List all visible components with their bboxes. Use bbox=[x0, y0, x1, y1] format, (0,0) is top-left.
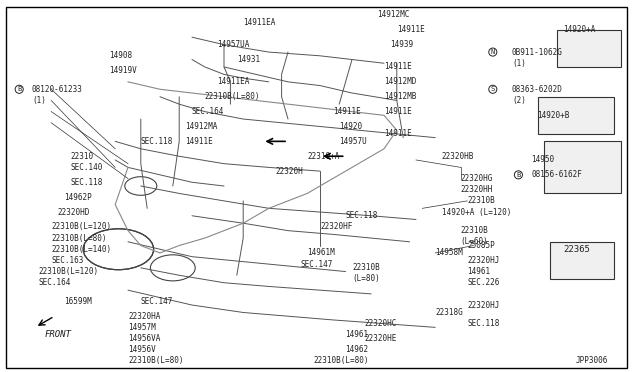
Text: 22320H: 22320H bbox=[275, 167, 303, 176]
Text: 22310B(L=140): 22310B(L=140) bbox=[51, 245, 111, 254]
Text: FRONT: FRONT bbox=[44, 330, 71, 339]
Bar bbox=[538, 97, 614, 134]
Text: 22320HJ: 22320HJ bbox=[467, 301, 500, 310]
Text: 14961M: 14961M bbox=[307, 248, 335, 257]
Text: 22320HE: 22320HE bbox=[365, 334, 397, 343]
Text: 22320HH: 22320HH bbox=[461, 185, 493, 194]
Text: 22320HB: 22320HB bbox=[442, 152, 474, 161]
Text: SEC.118: SEC.118 bbox=[346, 211, 378, 220]
Text: 0B911-1062G: 0B911-1062G bbox=[512, 48, 563, 57]
Text: 14958M: 14958M bbox=[435, 248, 463, 257]
Text: 14931: 14931 bbox=[237, 55, 260, 64]
Text: 14911E: 14911E bbox=[333, 107, 360, 116]
Text: SEC.164: SEC.164 bbox=[38, 278, 71, 287]
Text: 22310B(L=80): 22310B(L=80) bbox=[51, 234, 107, 243]
Text: SEC.118: SEC.118 bbox=[467, 319, 500, 328]
Text: 14920+B: 14920+B bbox=[538, 111, 570, 120]
Text: (L=60): (L=60) bbox=[461, 237, 488, 246]
Text: 22320HJ: 22320HJ bbox=[467, 256, 500, 265]
Text: SEC.118: SEC.118 bbox=[70, 178, 103, 187]
Text: 14920: 14920 bbox=[339, 122, 362, 131]
Text: 14911E: 14911E bbox=[384, 107, 412, 116]
Text: 14962: 14962 bbox=[346, 345, 369, 354]
Text: 14912MB: 14912MB bbox=[384, 92, 417, 101]
Text: B: B bbox=[17, 86, 21, 92]
Text: 14912MD: 14912MD bbox=[384, 77, 417, 86]
Text: 14920+A (L=120): 14920+A (L=120) bbox=[442, 208, 511, 217]
Text: 08120-61233: 08120-61233 bbox=[32, 85, 83, 94]
Text: 22310: 22310 bbox=[70, 152, 93, 161]
Text: 14919V: 14919V bbox=[109, 66, 136, 75]
Text: 14908: 14908 bbox=[109, 51, 132, 60]
Text: SEC.163: SEC.163 bbox=[51, 256, 84, 265]
Text: 22318G: 22318G bbox=[435, 308, 463, 317]
Text: 25085P: 25085P bbox=[467, 241, 495, 250]
Text: 14962P: 14962P bbox=[64, 193, 92, 202]
Text: SEC.164: SEC.164 bbox=[192, 107, 225, 116]
Text: 22310B(L=80): 22310B(L=80) bbox=[314, 356, 369, 365]
Text: SEC.140: SEC.140 bbox=[70, 163, 103, 172]
Text: (1): (1) bbox=[512, 59, 526, 68]
Text: S: S bbox=[491, 86, 495, 92]
Text: 14912MA: 14912MA bbox=[186, 122, 218, 131]
Text: 22320HA: 22320HA bbox=[128, 312, 161, 321]
Text: 22310B: 22310B bbox=[352, 263, 380, 272]
Text: 14911EA: 14911EA bbox=[243, 18, 276, 27]
Text: 14920+A: 14920+A bbox=[563, 25, 596, 34]
Bar bbox=[550, 242, 614, 279]
Text: 22310B: 22310B bbox=[467, 196, 495, 205]
Text: 14912MC: 14912MC bbox=[378, 10, 410, 19]
Text: 14961: 14961 bbox=[467, 267, 490, 276]
Text: 14950: 14950 bbox=[531, 155, 554, 164]
Text: 14911E: 14911E bbox=[384, 62, 412, 71]
Text: 14911E: 14911E bbox=[397, 25, 424, 34]
Text: 14957UA: 14957UA bbox=[218, 40, 250, 49]
Text: 16599M: 16599M bbox=[64, 297, 92, 306]
Text: 22310+A: 22310+A bbox=[307, 152, 340, 161]
Text: 14911E: 14911E bbox=[186, 137, 213, 146]
Text: 22320HG: 22320HG bbox=[461, 174, 493, 183]
Text: 14911EA: 14911EA bbox=[218, 77, 250, 86]
Text: 14956V: 14956V bbox=[128, 345, 156, 354]
Text: 22320HF: 22320HF bbox=[320, 222, 353, 231]
Text: 08363-6202D: 08363-6202D bbox=[512, 85, 563, 94]
Text: 14939: 14939 bbox=[390, 40, 413, 49]
Text: (1): (1) bbox=[32, 96, 46, 105]
Text: N: N bbox=[491, 49, 495, 55]
Text: SEC.147: SEC.147 bbox=[141, 297, 173, 306]
Bar bbox=[544, 141, 621, 193]
Text: (2): (2) bbox=[512, 96, 526, 105]
Text: 22310B(L=80): 22310B(L=80) bbox=[128, 356, 184, 365]
Text: B: B bbox=[516, 172, 520, 178]
Text: 14957M: 14957M bbox=[128, 323, 156, 332]
Bar bbox=[557, 30, 621, 67]
Text: 22310B(L=120): 22310B(L=120) bbox=[51, 222, 111, 231]
Text: 08156-6162F: 08156-6162F bbox=[531, 170, 582, 179]
Text: 22365: 22365 bbox=[563, 245, 590, 254]
Text: JPP3006: JPP3006 bbox=[576, 356, 609, 365]
Text: 22310B(L=80): 22310B(L=80) bbox=[205, 92, 260, 101]
Text: 14957U: 14957U bbox=[339, 137, 367, 146]
Text: SEC.226: SEC.226 bbox=[467, 278, 500, 287]
Text: 14961: 14961 bbox=[346, 330, 369, 339]
Text: (L=80): (L=80) bbox=[352, 275, 380, 283]
Text: 22320HD: 22320HD bbox=[58, 208, 90, 217]
Text: 22310B: 22310B bbox=[461, 226, 488, 235]
Text: 14911E: 14911E bbox=[384, 129, 412, 138]
Text: 22320HC: 22320HC bbox=[365, 319, 397, 328]
Text: SEC.118: SEC.118 bbox=[141, 137, 173, 146]
Text: 22310B(L=120): 22310B(L=120) bbox=[38, 267, 99, 276]
Text: SEC.147: SEC.147 bbox=[301, 260, 333, 269]
Text: 14956VA: 14956VA bbox=[128, 334, 161, 343]
